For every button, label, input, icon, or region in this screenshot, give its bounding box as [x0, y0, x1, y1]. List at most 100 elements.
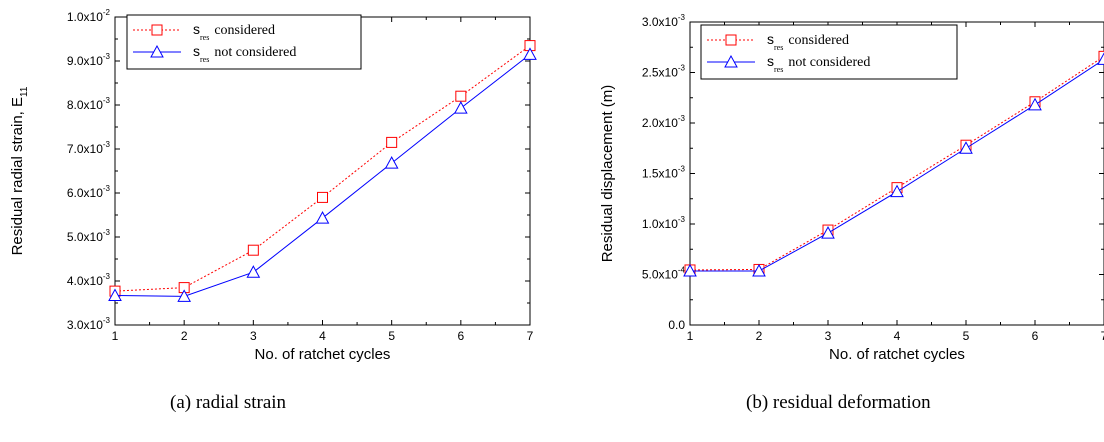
legend-label: sres not considered — [193, 43, 296, 64]
data-point-triangle — [315, 211, 330, 224]
series-line-1 — [114, 54, 531, 297]
legend-symbol: s — [767, 53, 774, 69]
legend-marker-square — [725, 34, 737, 46]
x-axis-title: No. of ratchet cycles — [829, 346, 965, 363]
y-tick-exponent: -3 — [103, 140, 111, 149]
y-tick-label: 9.0x10-3 — [67, 52, 111, 68]
x-tick-label: 5 — [388, 329, 395, 343]
series-line-1 — [690, 58, 1104, 272]
legend-label: sres considered — [193, 21, 275, 42]
y-tick-label: 4.0x10-3 — [67, 272, 111, 288]
y-tick-label: 8.0x10-3 — [67, 96, 111, 112]
legend-rest: considered — [214, 23, 275, 38]
legend-box — [700, 24, 958, 80]
data-point-triangle — [523, 47, 537, 60]
y-tick-label: 1.0x10-2 — [67, 8, 111, 24]
legend-label: sres considered — [767, 31, 849, 52]
x-tick-label: 2 — [181, 329, 188, 343]
legend-rest: not considered — [788, 55, 870, 70]
x-tick-label: 2 — [756, 329, 763, 343]
x-tick-label: 6 — [1032, 329, 1039, 343]
y-tick-exponent: -2 — [103, 8, 111, 17]
legend-subscript: res — [774, 65, 783, 74]
legend-rest: not considered — [214, 45, 296, 60]
y-tick-label: 3.0x10-3 — [67, 316, 111, 332]
legend-rest: considered — [788, 33, 849, 48]
x-tick-label: 1 — [112, 329, 119, 343]
y-tick-exponent: -3 — [103, 228, 111, 237]
y-tick-label: 6.0x10-3 — [67, 184, 111, 200]
y-tick-exponent: -3 — [678, 114, 686, 123]
y-tick-exponent: -3 — [103, 272, 111, 281]
legend-label: sres not considered — [767, 53, 870, 74]
y-tick-mantissa: 2.0x10 — [642, 116, 678, 130]
data-point-triangle — [453, 101, 468, 114]
x-tick-label: 4 — [319, 329, 326, 343]
data-point-triangle — [752, 263, 766, 277]
y-tick-mantissa: 5.0x10 — [642, 268, 678, 282]
legend-marker-square — [151, 24, 163, 36]
y-tick-label: 1.0x10-3 — [642, 215, 686, 231]
y-axis-title-text: Residual radial strain, E — [9, 97, 26, 255]
legend-subscript: res — [200, 33, 209, 42]
caption-radial-strain: (a) radial strain — [170, 392, 287, 413]
x-tick-label: 7 — [527, 329, 534, 343]
y-tick-mantissa: 6.0x10 — [67, 186, 103, 200]
legend-marker-triangle — [724, 54, 738, 68]
y-tick-exponent: -3 — [678, 165, 686, 174]
legend-symbol: s — [193, 43, 200, 59]
y-tick-exponent: -3 — [103, 96, 111, 105]
data-point-square — [317, 191, 328, 203]
legend-box — [126, 14, 362, 70]
y-tick-mantissa: 1.5x10 — [642, 167, 678, 181]
data-point-triangle — [890, 184, 904, 198]
data-point-triangle — [246, 265, 261, 278]
y-tick-exponent: -3 — [678, 215, 686, 224]
y-tick-label: 1.5x10-3 — [642, 165, 686, 181]
legend-subscript: res — [200, 55, 209, 64]
data-point-triangle — [1028, 97, 1042, 111]
data-point-square — [1098, 50, 1104, 62]
y-axis-title: Residual radial strain, E11 — [9, 86, 30, 255]
y-tick-mantissa: 3.0x10 — [67, 318, 103, 332]
x-tick-label: 1 — [687, 329, 694, 343]
x-tick-label: 3 — [250, 329, 257, 343]
data-point-triangle — [1097, 52, 1104, 65]
y-tick-label: 2.5x10-3 — [642, 64, 686, 80]
y-tick-exponent: -3 — [103, 316, 111, 325]
y-tick-mantissa: 8.0x10 — [67, 98, 103, 112]
data-point-triangle — [821, 226, 835, 239]
y-tick-mantissa: 4.0x10 — [67, 274, 103, 288]
y-tick-mantissa: 9.0x10 — [67, 54, 103, 68]
y-tick-mantissa: 7.0x10 — [67, 142, 103, 156]
data-point-triangle — [959, 141, 973, 154]
data-point-square — [455, 90, 467, 102]
y-tick-label: 7.0x10-3 — [67, 140, 111, 156]
data-point-triangle — [384, 156, 399, 169]
y-tick-exponent: -3 — [103, 52, 111, 61]
y-tick-exponent: -3 — [678, 64, 686, 73]
y-tick-label: 3.0x10-3 — [642, 13, 686, 29]
data-point-triangle — [108, 288, 122, 302]
x-tick-label: 4 — [894, 329, 901, 343]
chart-panel-a: 1 2 3 4 5 6 73.0x10-34.0x10-35.0x10-36.0x10-37… — [9, 8, 537, 363]
y-tick-mantissa: 2.5x10 — [642, 66, 678, 80]
y-axis-title-subscript: 11 — [19, 86, 30, 97]
y-tick-mantissa: 3.0x10 — [642, 15, 678, 29]
y-tick-label: 5.0x10-4 — [642, 266, 686, 282]
y-axis-title-text: Residual displacement (m) — [599, 85, 616, 263]
x-tick-label: 3 — [825, 329, 832, 343]
data-point-square — [247, 244, 259, 256]
y-tick-exponent: -3 — [103, 184, 111, 193]
y-tick-mantissa: 1.0x10 — [67, 10, 103, 24]
y-tick-exponent: -4 — [678, 266, 686, 275]
legend-symbol: s — [193, 21, 200, 37]
data-point-square — [386, 136, 398, 148]
y-tick-label: 0.0 — [668, 318, 685, 332]
series-line-0 — [114, 45, 531, 292]
y-tick-exponent: -3 — [678, 13, 686, 22]
y-tick-label: 2.0x10-3 — [642, 114, 686, 130]
